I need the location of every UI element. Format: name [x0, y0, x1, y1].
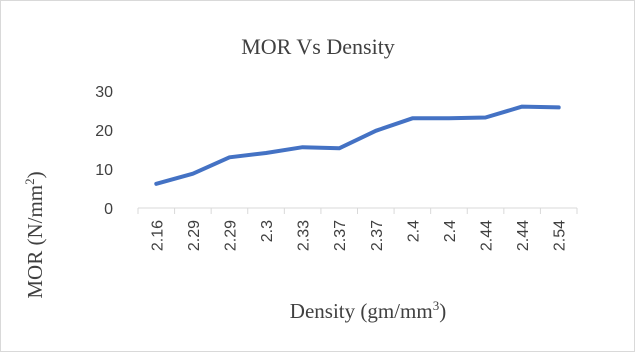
x-axis-title-tail: ) — [439, 299, 446, 323]
y-axis-title-tail: ) — [23, 171, 47, 178]
x-tick-label: 2.16 — [149, 220, 166, 251]
x-axis-title-sup: 3 — [433, 298, 440, 313]
x-axis-ticks: 2.16 2.29 2.29 2.3 2.33 2.37 2.37 2.4 2.4 2.44 2.4… — [149, 220, 568, 251]
x-tick-label: 2.37 — [332, 220, 349, 251]
x-tick-label: 2.33 — [296, 220, 313, 251]
x-tick-label: 2.29 — [186, 220, 203, 251]
x-tick-label: 2.54 — [552, 220, 569, 251]
y-tick-label: 20 — [95, 123, 113, 140]
y-axis-ticks: 0 10 20 30 — [95, 84, 113, 218]
svg-text:Density (gm/mm3): Density (gm/mm3) — [290, 298, 446, 323]
x-tick-label: 2.44 — [479, 220, 496, 251]
x-tick-label: 2.4 — [442, 220, 459, 242]
series-line — [154, 104, 561, 186]
x-tick-label: 2.44 — [515, 220, 532, 251]
chart-title: MOR Vs Density — [241, 34, 395, 59]
y-axis-title-sup: 2 — [22, 178, 37, 185]
y-axis-title: MOR (N/mm2) — [22, 171, 47, 298]
x-tick-label: 2.4 — [405, 220, 422, 242]
x-tick-label: 2.29 — [222, 220, 239, 251]
x-tick-label: 2.3 — [259, 220, 276, 242]
x-axis-tick-marks — [137, 208, 578, 214]
x-axis-title: Density (gm/mm3) — [290, 298, 446, 323]
series-group — [154, 104, 561, 186]
y-tick-label: 0 — [104, 201, 113, 218]
x-tick-label: 2.37 — [369, 220, 386, 251]
y-tick-label: 30 — [95, 84, 113, 101]
svg-text:MOR (N/mm2): MOR (N/mm2) — [22, 171, 47, 298]
y-tick-label: 10 — [95, 162, 113, 179]
x-axis-title-text: Density (gm/mm — [290, 299, 433, 323]
y-axis-title-text: MOR (N/mm — [23, 185, 47, 299]
